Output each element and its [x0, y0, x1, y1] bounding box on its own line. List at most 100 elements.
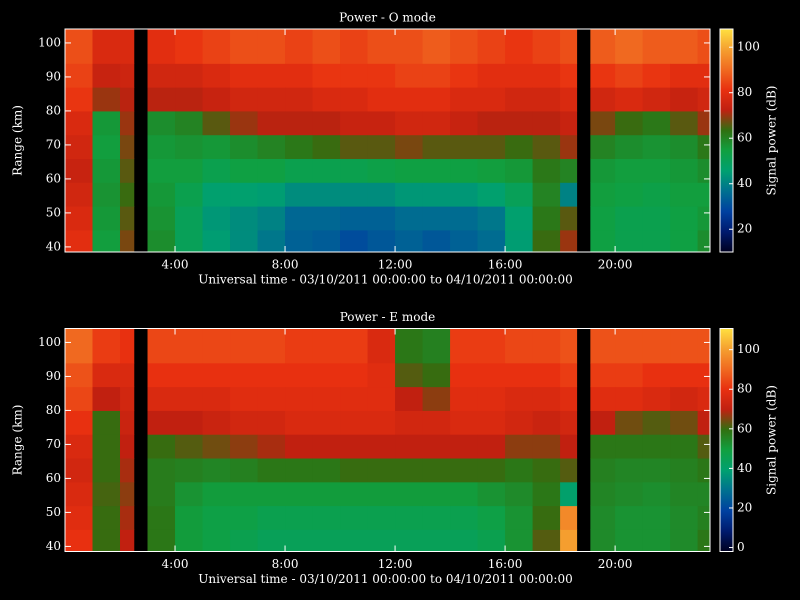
heatmap-cell [697, 206, 710, 231]
heatmap-cell [532, 362, 561, 388]
heatmap-cell [560, 110, 578, 136]
heatmap-cell [175, 110, 204, 136]
heatmap-cell [92, 529, 121, 552]
heatmap-cell [65, 386, 94, 411]
heatmap-cell [312, 87, 341, 112]
heatmap-cell [147, 434, 176, 459]
heatmap-cell [395, 63, 424, 88]
heatmap-cell [590, 134, 616, 160]
heatmap-cell [147, 110, 176, 136]
heatmap-cell [532, 206, 561, 231]
heatmap-cell [175, 481, 204, 507]
heatmap-cell [285, 410, 314, 435]
heatmap-cell [257, 87, 286, 112]
heatmap-cell [590, 529, 616, 552]
heatmap-cell [450, 529, 479, 552]
heatmap-cell [642, 63, 671, 88]
heatmap-cell [367, 481, 396, 507]
x-tick-label: 4:00 [162, 557, 189, 571]
heatmap-cell [312, 328, 341, 364]
heatmap-cell [505, 87, 534, 112]
heatmap-cell [202, 134, 231, 160]
heatmap-cell [477, 458, 506, 483]
heatmap-cell [257, 434, 286, 459]
heatmap-cell [422, 87, 451, 112]
heatmap-cell [147, 87, 176, 112]
heatmap-cell [642, 458, 671, 483]
heatmap-cell [147, 481, 176, 507]
heatmap-cell [92, 110, 121, 136]
heatmap-cell [202, 458, 231, 483]
y-tick-label: 80 [46, 103, 61, 117]
heatmap-cell [615, 328, 644, 364]
heatmap-cell [590, 386, 616, 411]
heatmap-cell [590, 110, 616, 136]
heatmap-cell [395, 529, 424, 552]
heatmap-cell [285, 386, 314, 411]
heatmap [65, 29, 710, 252]
heatmap-cell [230, 529, 259, 552]
heatmap-cell [230, 63, 259, 88]
heatmap-cell [422, 29, 451, 64]
heatmap-cell [65, 362, 94, 388]
heatmap-cell [615, 434, 644, 459]
heatmap-cell [92, 206, 121, 231]
heatmap-cell [312, 481, 341, 507]
heatmap-cell [615, 505, 644, 530]
heatmap-cell [395, 434, 424, 459]
heatmap-cell [340, 529, 369, 552]
heatmap-cell [147, 158, 176, 183]
colorbar-tick-label: 0 [737, 540, 745, 554]
heatmap-cell [367, 63, 396, 88]
heatmap-cell [175, 206, 204, 231]
heatmap-cell [175, 458, 204, 483]
heatmap-cell [175, 158, 204, 183]
heatmap-cell [532, 434, 561, 459]
heatmap-cell [312, 63, 341, 88]
heatmap-cell [120, 110, 135, 136]
heatmap-cell [560, 434, 578, 459]
heatmap-cell [590, 29, 616, 64]
heatmap-cell [422, 458, 451, 483]
heatmap-cell [670, 29, 699, 64]
heatmap-cell [312, 206, 341, 231]
heatmap-cell [590, 229, 616, 252]
heatmap-cell [340, 362, 369, 388]
heatmap-cell [670, 182, 699, 207]
colorbar [719, 328, 734, 552]
heatmap-cell [697, 505, 710, 530]
y-tick-label: 70 [46, 137, 61, 151]
heatmap-cell [202, 434, 231, 459]
heatmap-cell [367, 362, 396, 388]
heatmap-cell [450, 206, 479, 231]
heatmap-cell [312, 158, 341, 183]
heatmap-cell [450, 229, 479, 252]
heatmap-cell [505, 362, 534, 388]
heatmap-cell [257, 158, 286, 183]
heatmap [65, 328, 710, 552]
heatmap-cell [120, 182, 135, 207]
heatmap-cell [367, 182, 396, 207]
heatmap-cell [477, 362, 506, 388]
x-tick-label: 16:00 [488, 557, 523, 571]
heatmap-cell [202, 87, 231, 112]
heatmap-cell [477, 206, 506, 231]
colorbar-tick-label: 80 [737, 85, 752, 99]
heatmap-cell [340, 386, 369, 411]
heatmap-cell [615, 529, 644, 552]
heatmap-cell [642, 134, 671, 160]
heatmap-cell [450, 158, 479, 183]
heatmap-cell [92, 158, 121, 183]
heatmap-cell [285, 434, 314, 459]
x-tick-label: 4:00 [162, 258, 189, 272]
heatmap-cell [92, 458, 121, 483]
heatmap-cell [65, 229, 94, 252]
y-tick-label: 80 [46, 403, 61, 417]
heatmap-cell [257, 134, 286, 160]
heatmap-cell [120, 481, 135, 507]
colorbar-tick-label: 60 [737, 131, 752, 145]
heatmap-cell [477, 134, 506, 160]
heatmap-cell [285, 134, 314, 160]
heatmap-cell [257, 529, 286, 552]
